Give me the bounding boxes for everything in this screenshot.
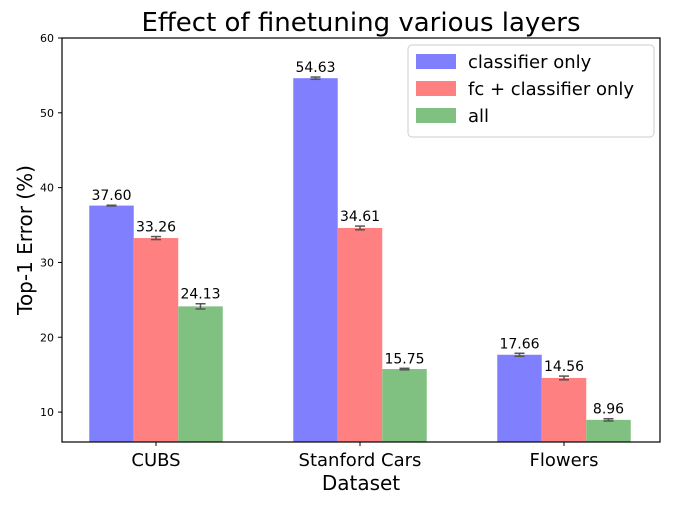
x-axis-label: Dataset <box>322 471 400 495</box>
y-tick-label: 60 <box>40 32 54 45</box>
bar <box>293 78 338 443</box>
bar <box>541 377 587 442</box>
y-axis-label: Top-1 Error (%) <box>13 165 37 316</box>
legend-label: fc + classifier only <box>468 79 634 100</box>
y-tick-label: 10 <box>40 406 54 419</box>
bar <box>178 306 223 442</box>
x-tick-label: Flowers <box>530 450 599 471</box>
data-label: 37.60 <box>91 188 131 204</box>
legend-label: all <box>468 106 489 127</box>
bar <box>497 354 542 442</box>
y-tick-label: 20 <box>40 331 54 344</box>
x-tick-label: CUBS <box>131 450 180 471</box>
data-label: 15.75 <box>384 351 424 367</box>
bar <box>382 369 427 442</box>
bar <box>89 205 134 442</box>
data-label: 33.26 <box>136 220 176 236</box>
legend-swatch <box>416 54 456 69</box>
data-label: 17.66 <box>499 336 539 352</box>
legend-swatch <box>416 108 456 123</box>
bar <box>337 227 383 442</box>
y-tick-label: 30 <box>40 256 54 269</box>
bar <box>133 238 179 442</box>
chart-title: Effect of finetuning various layers <box>141 8 580 38</box>
legend-swatch <box>416 81 456 96</box>
plot-frame <box>61 37 661 443</box>
data-label: 24.13 <box>180 287 220 303</box>
legend-box <box>407 44 655 138</box>
data-label: 14.56 <box>544 359 584 375</box>
bar <box>586 419 631 442</box>
x-tick-label: Stanford Cars <box>299 450 422 471</box>
legend: classifier only fc + classifier only all <box>407 44 655 138</box>
y-tick-label: 40 <box>40 182 54 195</box>
data-label: 34.61 <box>340 209 380 225</box>
y-tick-label: 50 <box>40 107 54 120</box>
legend-label: classifier only <box>468 52 592 73</box>
data-label: 8.96 <box>593 402 624 418</box>
data-label: 54.63 <box>295 60 335 76</box>
